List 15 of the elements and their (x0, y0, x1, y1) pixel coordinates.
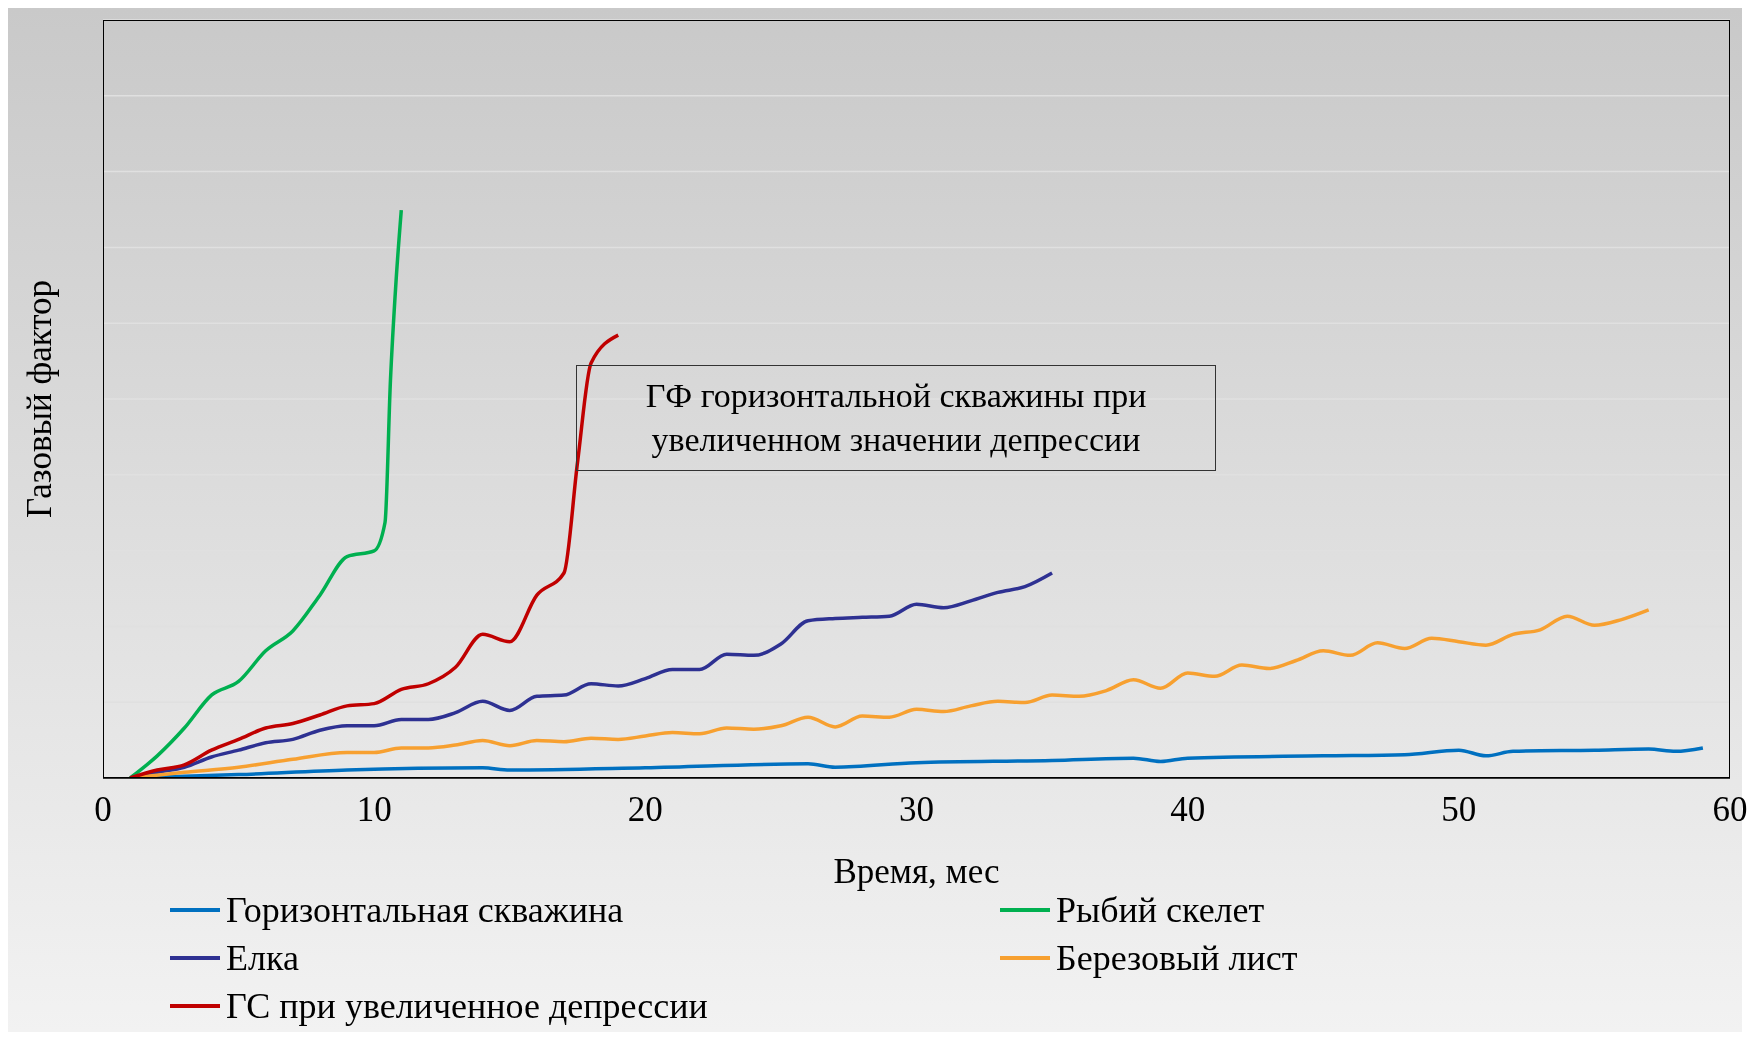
x-tick-label: 0 (94, 789, 112, 829)
legend-label: Елка (226, 937, 299, 979)
x-tick-label: 20 (627, 789, 663, 829)
x-tick-label: 60 (1712, 789, 1748, 829)
annotation: ГФ горизонтальной скважины при увеличенном значении депрессии (576, 365, 1216, 472)
x-tick-label: 50 (1441, 789, 1477, 829)
x-tick-label: 10 (356, 789, 392, 829)
legend-label: Рыбий скелет (1056, 889, 1265, 931)
x-tick-label: 40 (1170, 789, 1206, 829)
legend-label: ГС при увеличенное депрессии (226, 985, 708, 1027)
legend-label: Горизонтальная скважина (226, 889, 624, 931)
x-tick-label: 30 (899, 789, 934, 829)
legend-label: Березовый лист (1056, 937, 1298, 979)
y-axis-title: Газовый фактор (20, 279, 60, 519)
x-axis-title: Время, мес (833, 852, 1000, 891)
